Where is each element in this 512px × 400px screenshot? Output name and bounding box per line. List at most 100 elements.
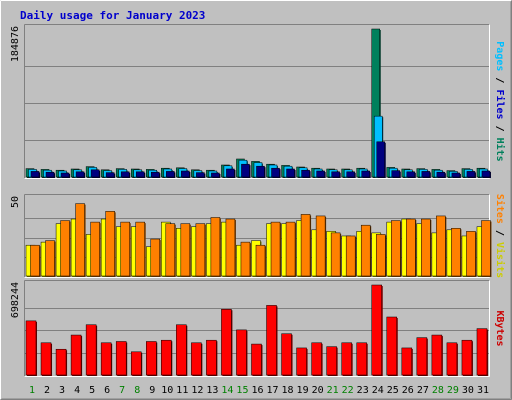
x-tick-label: 27: [417, 385, 429, 396]
legend-part: /: [494, 120, 505, 138]
legend-part: Visits: [494, 242, 506, 278]
bar-pages-day-8: [135, 171, 145, 178]
bar-pages-day-2: [45, 171, 55, 178]
bar-sites-day-14: [225, 218, 236, 277]
bar-pages-day-28: [436, 171, 446, 178]
bar-sites-day-2: [45, 240, 55, 277]
bar-kbytes-day-18: [281, 333, 292, 376]
bar-sites-day-18: [285, 221, 296, 277]
bar-pages-day-20: [316, 170, 325, 178]
bar-pages-day-14: [226, 168, 235, 178]
bar-sites-day-8: [135, 221, 145, 277]
bar-pages-day-27: [421, 171, 431, 178]
bars: [25, 28, 491, 178]
panel-hits-files-pages: 184876 Pages / Files / Hits: [10, 24, 506, 179]
x-tick-label: 6: [104, 385, 110, 396]
x-tick-label: 24: [372, 385, 384, 396]
bar-sites-day-31: [481, 220, 491, 277]
bar-kbytes-day-30: [461, 339, 473, 376]
bar-sites-day-6: [105, 211, 115, 277]
legend-part: Sites: [494, 194, 506, 224]
x-tick-label: 29: [447, 385, 459, 396]
panel-legend-label: Pages / Files / Hits: [494, 41, 506, 161]
x-tick-label: 3: [59, 385, 65, 396]
bar-sites-day-26: [406, 218, 416, 277]
panel-max-label: 50: [10, 196, 21, 208]
bar-kbytes-day-27: [416, 337, 428, 376]
bar-kbytes-day-6: [100, 342, 112, 376]
bar-kbytes-day-21: [326, 346, 337, 376]
x-axis-labels: 1 2 3 4 5 6 7 8 9 10 11 12 13 14 15 16 17 18 19 20 21 22 23 24 2…: [29, 385, 489, 396]
bar-pages-day-23: [361, 170, 370, 178]
x-tick-label: 25: [387, 385, 399, 396]
bar-sites-day-24: [375, 234, 386, 277]
legend-part: /: [494, 224, 505, 242]
x-tick-label: 26: [402, 385, 414, 396]
panel-frame: [24, 24, 490, 179]
bar-kbytes-day-24: [371, 284, 382, 376]
bar-sites-day-29: [451, 228, 461, 277]
bar-pages-day-7: [120, 171, 130, 178]
bar-sites-day-4: [75, 203, 85, 277]
bar-kbytes-day-17: [266, 305, 277, 376]
legend-part: KBytes: [494, 310, 505, 346]
x-tick-label: 31: [477, 385, 489, 396]
bar-kbytes-day-22: [341, 342, 352, 376]
bar-kbytes-day-8: [130, 351, 142, 376]
bar-kbytes-day-4: [70, 334, 82, 376]
x-tick-label: 19: [297, 385, 309, 396]
bar-kbytes-day-29: [446, 342, 458, 376]
bar-sites-day-16: [255, 244, 266, 277]
bar-sites-day-22: [345, 235, 356, 277]
bar-kbytes-day-25: [386, 316, 398, 376]
bar-kbytes-day-5: [85, 324, 97, 376]
bar-pages-day-16: [256, 165, 265, 178]
x-tick-label: 28: [432, 385, 444, 396]
legend-part: Pages: [494, 41, 505, 71]
bar-sites-day-13: [210, 217, 221, 277]
bar-kbytes-day-13: [206, 339, 217, 376]
bar-pages-day-18: [286, 168, 295, 178]
bar-kbytes-day-26: [401, 347, 413, 376]
bar-pages-day-9: [151, 171, 160, 178]
bar-sites-day-27: [421, 218, 431, 277]
bar-sites-day-3: [60, 220, 70, 277]
chart-title: Daily usage for January 2023: [20, 9, 205, 22]
legend-part: Files: [494, 89, 506, 119]
bar-kbytes-day-31: [476, 328, 488, 376]
bar-pages-day-26: [406, 171, 416, 178]
bar-sites-day-11: [180, 223, 191, 277]
panel-kbytes: 698244 KBytes: [10, 280, 505, 377]
panel-visits-sites: 50 Sites / Visits: [10, 194, 506, 278]
bar-kbytes-day-23: [356, 342, 367, 376]
bar-kbytes-day-14: [221, 309, 232, 376]
bar-sites-day-17: [270, 221, 281, 277]
bar-pages-day-10: [166, 171, 175, 178]
bar-sites-day-9: [150, 238, 161, 277]
x-tick-label: 1: [29, 385, 35, 396]
bar-sites-day-28: [436, 215, 446, 277]
panel-legend-label: Sites / Visits: [494, 194, 506, 278]
bar-kbytes-day-19: [296, 347, 307, 376]
x-tick-label: 2: [44, 385, 50, 396]
x-tick-label: 17: [266, 385, 278, 396]
bar-pages-day-22: [346, 171, 355, 178]
bar-kbytes-day-2: [40, 342, 52, 376]
x-tick-label: 21: [327, 385, 339, 396]
x-tick-label: 30: [462, 385, 474, 396]
bar-kbytes-day-20: [311, 342, 322, 376]
x-tick-label: 15: [236, 385, 248, 396]
x-tick-label: 8: [134, 385, 140, 396]
bar-kbytes-day-1: [25, 320, 37, 376]
bar-sites-day-12: [195, 223, 206, 277]
bar-pages-day-12: [196, 172, 205, 178]
bar-pages-day-3: [60, 172, 70, 178]
bar-pages-day-25: [391, 170, 401, 178]
bar-sites-day-25: [391, 220, 401, 277]
bar-pages-day-11: [181, 170, 190, 178]
bar-sites-day-7: [120, 221, 130, 277]
bar-sites-day-1: [30, 244, 40, 277]
bar-kbytes-day-9: [146, 341, 157, 376]
legend-part: /: [494, 71, 505, 89]
bar-pages-day-24: [376, 141, 385, 178]
